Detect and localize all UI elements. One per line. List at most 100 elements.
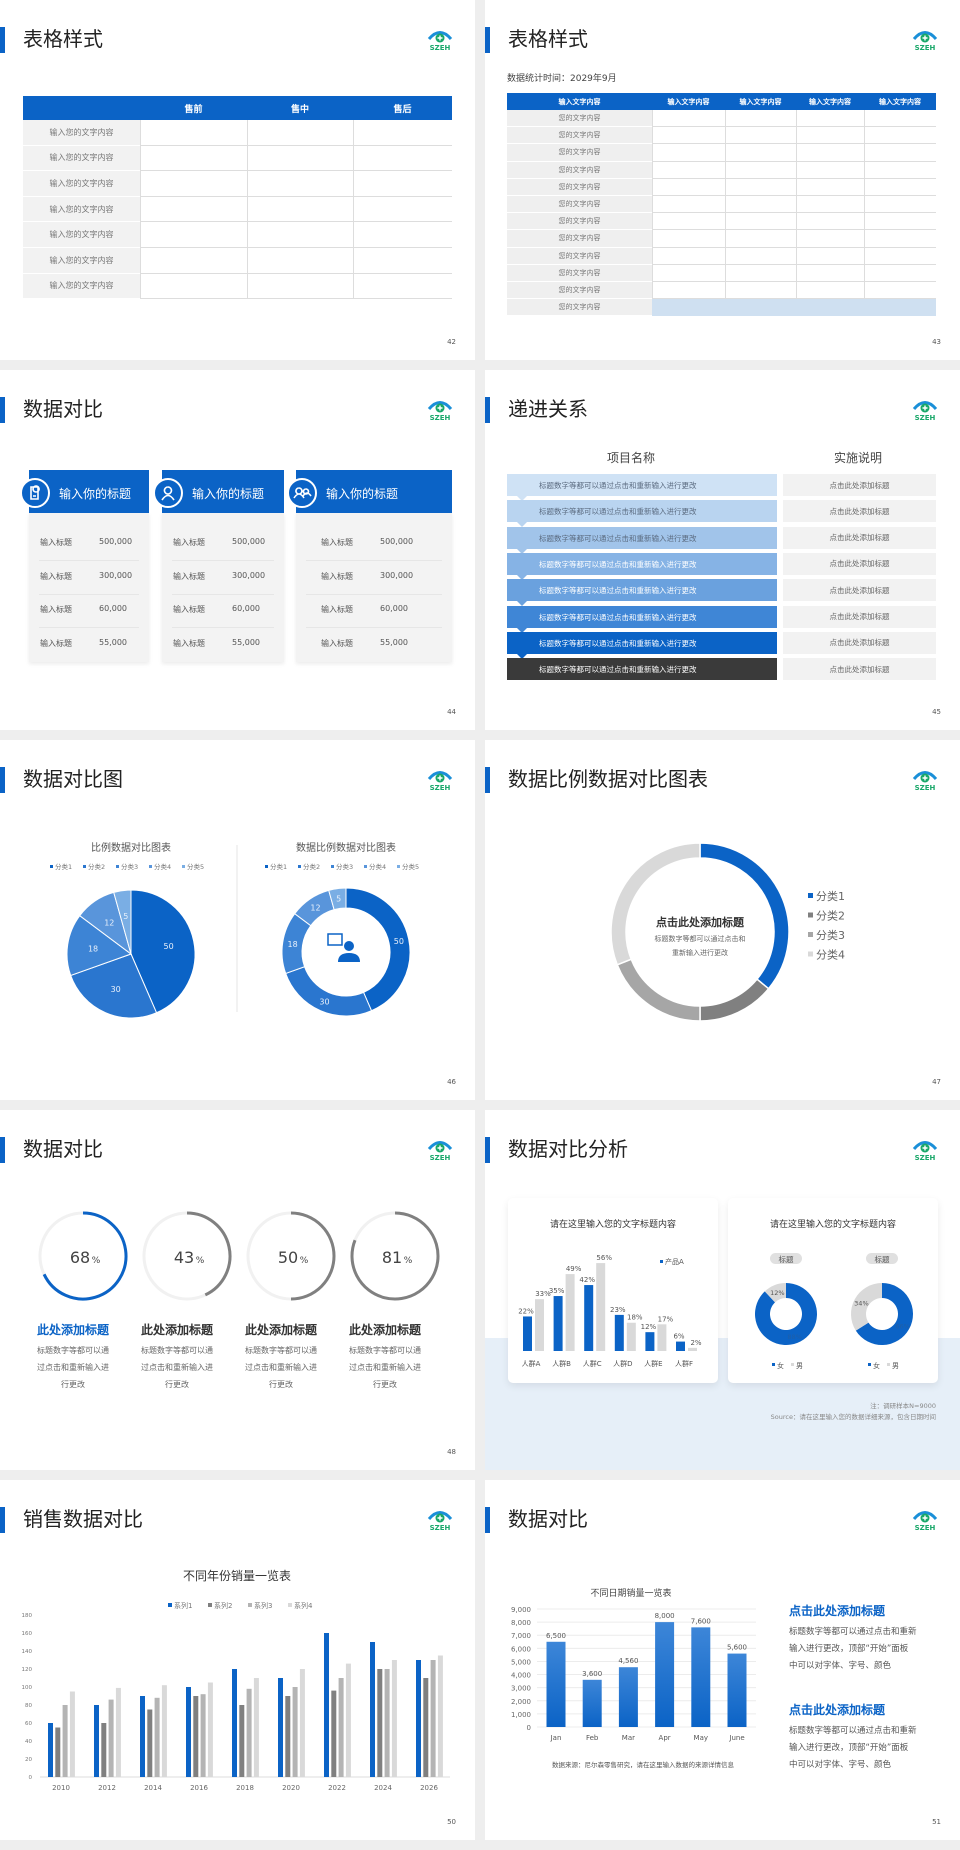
segment-女 [755,1283,817,1345]
slice-分类5 [328,887,347,911]
row-value: 500,000 [380,537,414,546]
table-cell [796,213,864,231]
block-heading: 点击此处添加标题 [789,1603,886,1618]
logo-eye-arc-icon [427,401,453,411]
page-title: 表格样式 [508,27,588,51]
legend-label: 女 [777,1361,784,1370]
page-title: 数据比例数据对比图表 [508,767,708,791]
page-number: 48 [447,1448,456,1456]
logo-plus-icon [922,775,928,781]
page-title: 递进关系 [508,397,588,421]
source-note: Source：请在这里输入您的数据详细来源，包含日期时间 [771,1412,936,1421]
row-label: 输入您的文字内容 [23,120,140,146]
row-label: 您的文字内容 [507,196,652,214]
center-text: 标题数字等都可以通过点击和 [655,934,746,943]
card-body [162,513,284,662]
row-label: 您的文字内容 [507,178,652,196]
donut-chart: 分类1 分类2 分类3 分类4 点击此处添加标题标题数字等都可以通过点击和重新输入进行更… [610,842,845,1022]
column-header: 输入文字内容 [667,97,710,106]
bar [553,1296,563,1351]
speech-bubble [327,933,343,946]
legend-label: 系列2 [214,1601,232,1610]
step-note: 点击此处添加标题 [783,605,936,628]
y-tick-label: 80 [25,1703,32,1709]
table-cell [725,282,796,300]
szeh-logo: SZEH [912,771,938,792]
x-tick-label: 2026 [420,1784,438,1792]
table-cell [796,144,864,162]
row-divider [172,627,274,629]
legend-label: 分类3 [816,928,845,942]
ring-progress [350,1211,440,1301]
row-divider [306,627,442,629]
legend-label: 分类4 [154,862,171,871]
szeh-logo: SZEH [912,31,938,52]
table-cell [864,178,936,196]
bar [596,1263,606,1351]
table-cell [796,178,864,196]
table-cell [796,196,864,214]
slide-45-progression: 递进关系 45 SZEH 项目名称 实施说明 标题数字等都可以通过点击和重新输入进行更改点… [485,370,960,730]
title-accent-bar [485,27,490,53]
highlight-row [652,299,936,317]
bar-系列3 [154,1697,160,1777]
bar-系列4 [161,1685,167,1777]
x-tick-label: Jan [550,1734,562,1742]
row-divider [172,593,274,595]
slice-分类1 [130,889,196,1014]
legend-swatch [50,865,53,868]
bar-系列3 [200,1694,206,1777]
row-label: 您的文字内容 [507,264,652,282]
step-row: 标题数字等都可以通过点击和重新输入进行更改 [507,526,777,549]
slice-value-label: 30 [319,998,329,1007]
y-tick-label: 40 [25,1739,32,1745]
logo-plus-icon [922,405,928,411]
bar-Feb [582,1679,602,1727]
slide-49-analysis: 数据对比分析49SZEH请在这里输入您的文字标题内容请在这里输入您的文字标题内容… [485,1110,960,1470]
legend-swatch [887,1363,890,1366]
bar-系列4 [253,1678,259,1777]
ring-progress [290,1211,336,1301]
block-text: 标题数字等都可以通过点击和重新 [789,1626,917,1637]
segment-value-label: 66% [895,1322,909,1330]
legend-swatch [660,1260,663,1263]
x-tick-label: 2024 [374,1784,392,1792]
item-description: 行更改 [61,1379,85,1389]
table-cell [652,161,725,179]
row-value: 500,000 [232,537,266,546]
bar-value-label: 3,600 [582,1670,602,1678]
card-heading: 输入你的标题 [326,487,399,501]
table-cell [796,127,864,145]
analysis-charts: 请在这里输入您的文字标题内容 请在这里输入您的文字标题内容 22% 33% 人群A 35%… [518,1218,936,1421]
block-text: 标题数字等都可以通过点击和重新 [789,1725,917,1736]
row-value: 300,000 [99,570,133,580]
bar-value-label: 2% [690,1339,701,1347]
item-description: 行更改 [269,1379,293,1389]
legend-label: 分类1 [270,862,287,871]
row-divider [306,560,442,561]
column-header: 输入文字内容 [879,97,921,106]
logo-eye-arc-icon [912,771,938,781]
category-label: 人群C [583,1359,602,1368]
card-header [296,470,452,513]
table-header [507,93,936,110]
table-cell [864,127,936,145]
step-text: 标题数字等都可以通过点击和重新输入进行更改 [539,507,697,517]
segment-男 [764,1283,786,1303]
segment-value-label: 12% [770,1289,784,1297]
slice-value-label: 12 [104,918,114,927]
bar-value-label: 17% [658,1315,674,1323]
card-title: 请在这里输入您的文字标题内容 [770,1218,896,1230]
legend-swatch [83,865,86,868]
row-label: 输入标题 [321,605,353,615]
table-cell [353,196,452,223]
bar-系列2 [285,1696,291,1777]
logo-eye-arc-icon [427,771,453,781]
chart-title: 不同日期销量一览表 [590,1587,671,1599]
table-cell [140,171,247,197]
column-header: 输入文字内容 [558,97,601,106]
table-cell [652,247,725,265]
bar-系列4 [115,1687,121,1777]
ring-unit: % [404,1256,413,1266]
step-arrow-icon [517,601,527,607]
